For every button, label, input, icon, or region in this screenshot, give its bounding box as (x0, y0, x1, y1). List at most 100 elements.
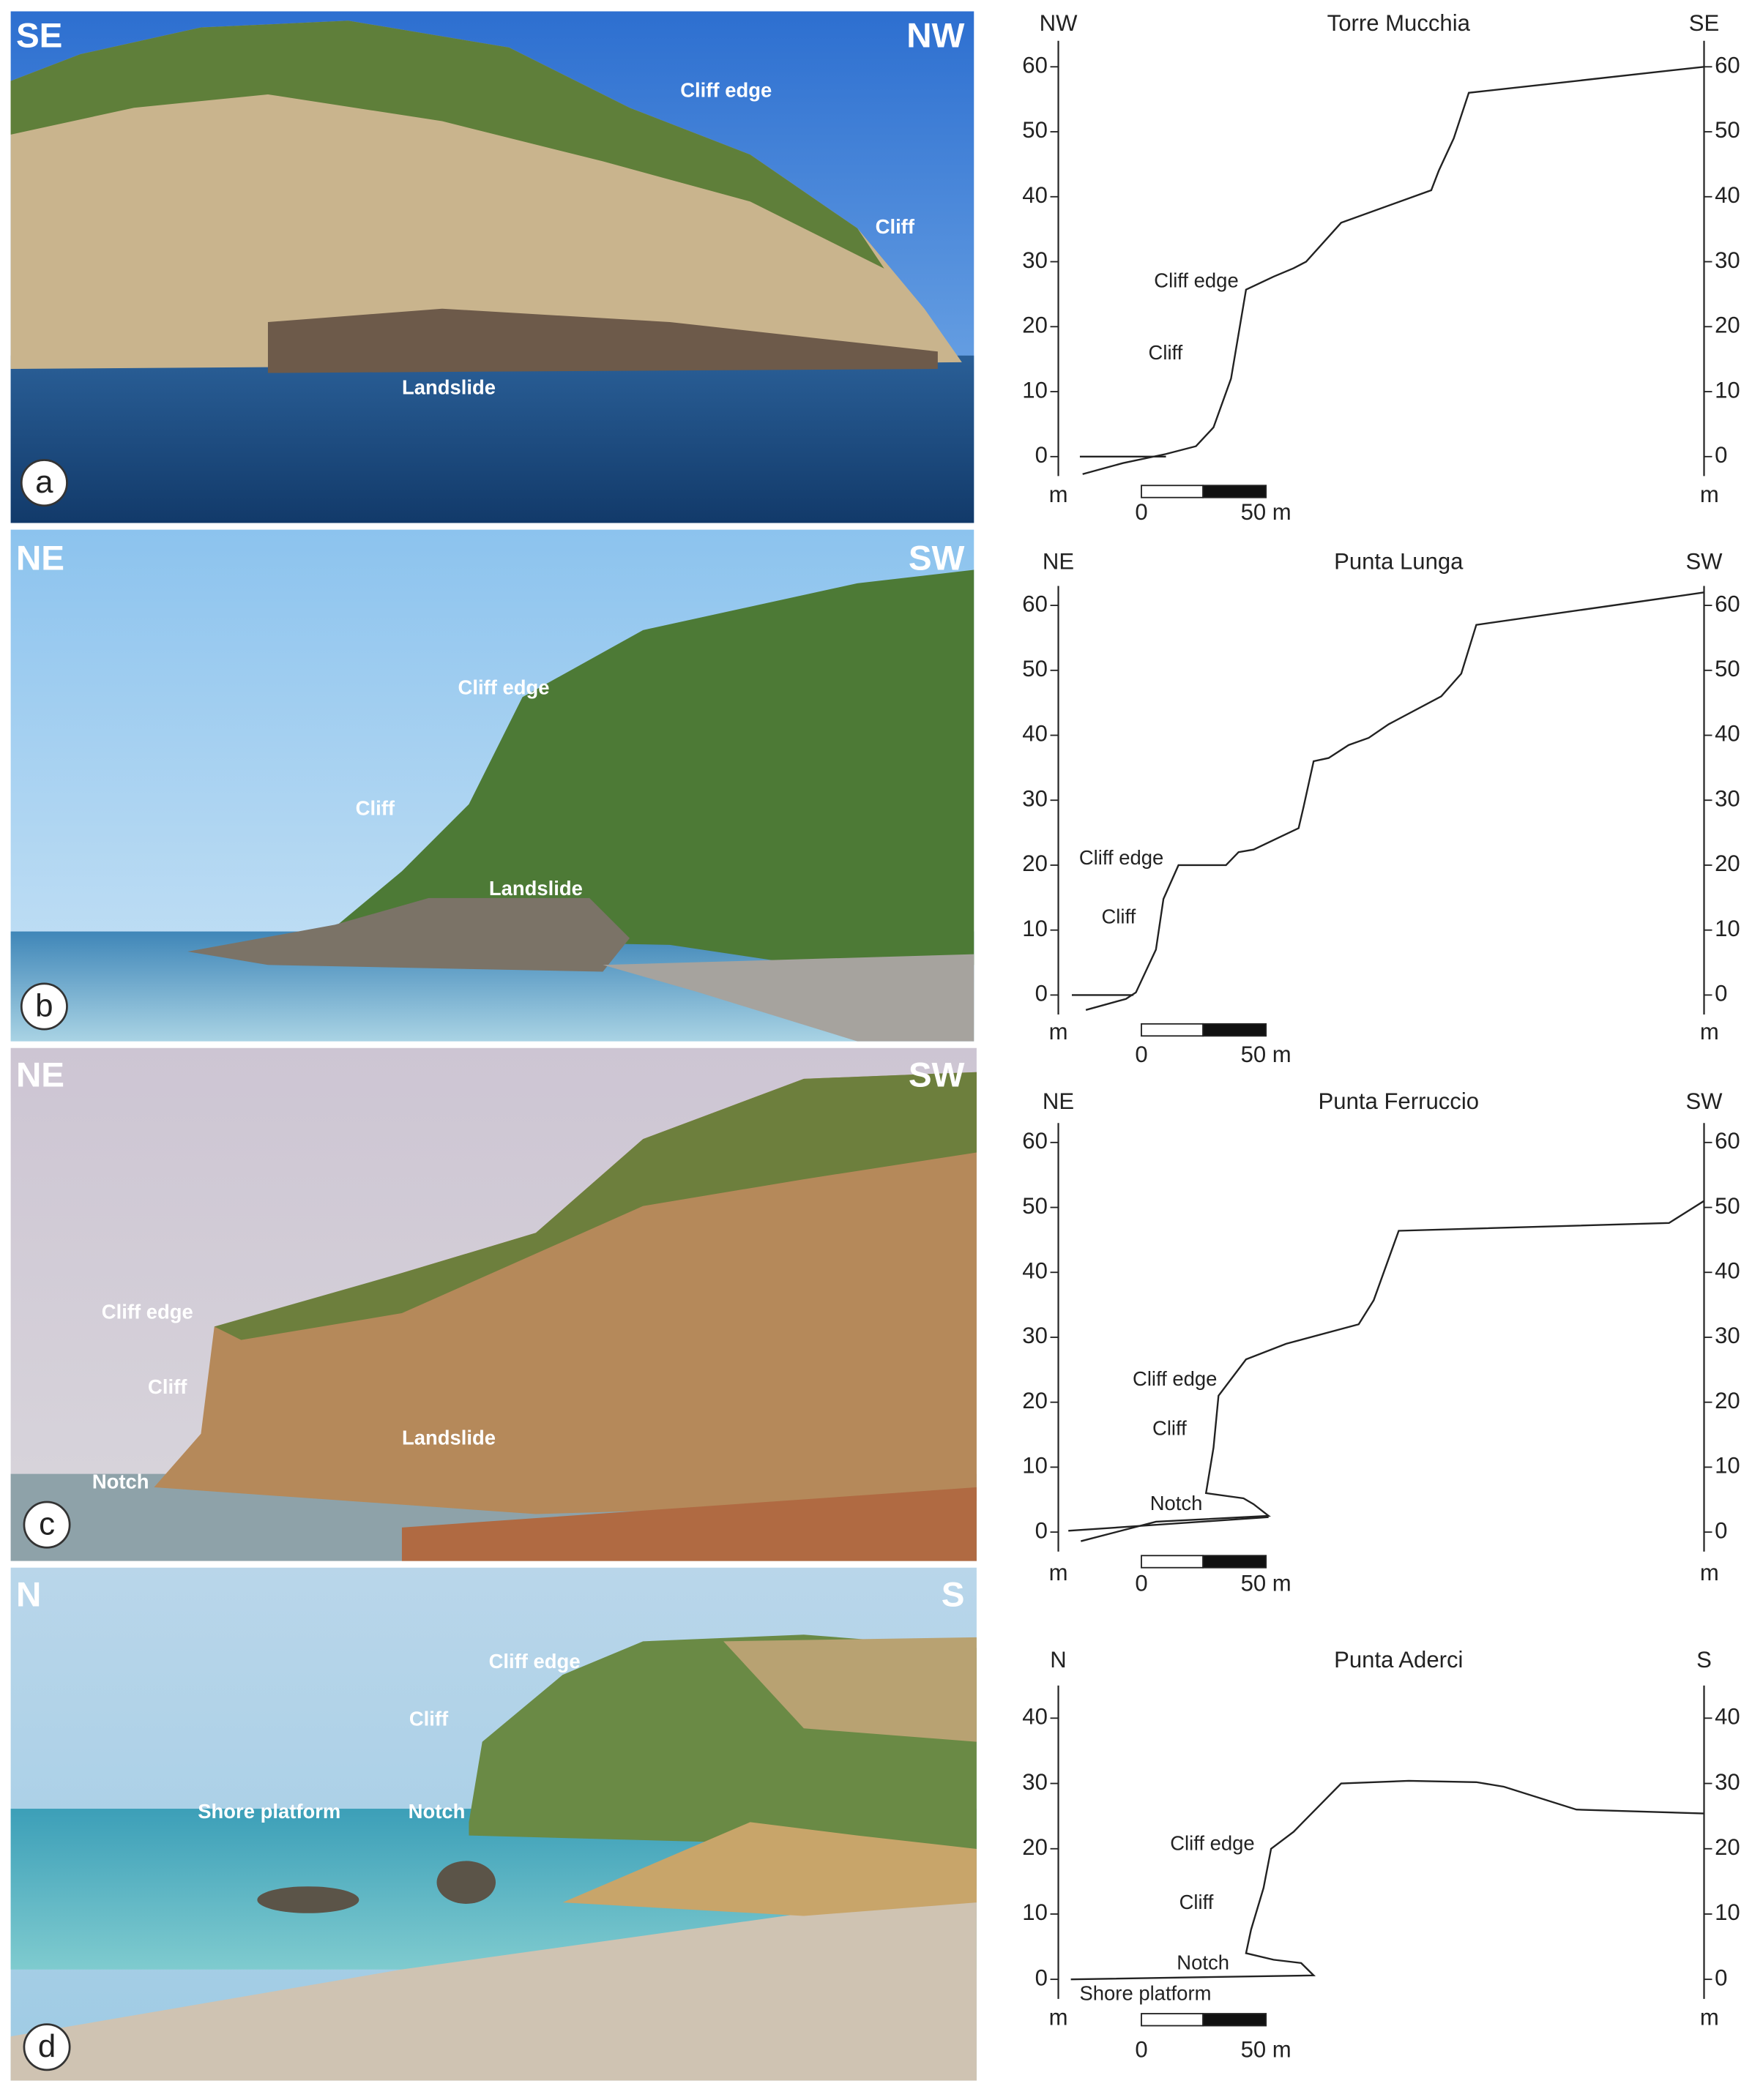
y-tick-label: 10 (1022, 1453, 1048, 1479)
y2-tick-label: 50 (1715, 656, 1740, 681)
unit-label: m (1700, 2005, 1719, 2030)
y2-tick-label: 20 (1715, 1834, 1740, 1860)
photo-label: Cliff (409, 1708, 449, 1730)
direction-label: NE (16, 539, 64, 578)
y2-tick-label: 10 (1715, 1453, 1740, 1479)
scale-bar (1141, 2013, 1204, 2027)
scale-label: 0 (1135, 499, 1147, 525)
y-tick-label: 40 (1022, 721, 1048, 747)
annotation: Cliff (1101, 905, 1136, 928)
y-tick-label: 60 (1022, 52, 1048, 78)
annotation: Cliff (1179, 1891, 1214, 1913)
y2-tick-label: 10 (1715, 377, 1740, 403)
annotation: Cliff (1149, 341, 1183, 364)
direction-label: NW (1040, 10, 1078, 36)
unit-label: m (1700, 482, 1719, 507)
y2-tick-label: 10 (1715, 1899, 1740, 1925)
y-tick-label: 0 (1035, 1965, 1048, 1990)
y2-tick-label: 40 (1715, 721, 1740, 747)
annotation: Cliff (1152, 1416, 1187, 1439)
y-tick-label: 20 (1022, 313, 1048, 338)
direction-label: SW (1685, 549, 1723, 575)
y2-tick-label: 50 (1715, 117, 1740, 143)
profile-line (1068, 1516, 1269, 1532)
photo-label: Cliff (876, 215, 915, 238)
direction-label: S (1696, 1647, 1712, 1673)
scale-bar (1202, 2013, 1267, 2027)
y2-tick-label: 30 (1715, 785, 1740, 811)
scale-label: 50 m (1241, 1571, 1292, 1596)
photo-label: Notch (409, 1800, 466, 1823)
y2-tick-label: 60 (1715, 591, 1740, 616)
y2-tick-label: 10 (1715, 916, 1740, 941)
panel-badge (20, 982, 68, 1031)
photo-a (10, 11, 974, 523)
panel-badge (23, 1501, 71, 1549)
panel-badge (23, 2023, 71, 2071)
y-tick-label: 10 (1022, 377, 1048, 403)
y-tick-label: 20 (1022, 1834, 1048, 1860)
annotation: Cliff edge (1170, 1832, 1254, 1855)
y-tick-label: 30 (1022, 1323, 1048, 1348)
profile-line (1082, 66, 1704, 475)
y-tick-label: 40 (1022, 1258, 1048, 1283)
y2-tick-label: 0 (1715, 981, 1727, 1006)
profile-title: Punta Aderci (1334, 1647, 1463, 1673)
direction-label: SW (1685, 1088, 1723, 1114)
scale-label: 50 m (1241, 1042, 1292, 1067)
y2-tick-label: 20 (1715, 1388, 1740, 1413)
scale-bar (1141, 485, 1204, 498)
y2-tick-label: 0 (1715, 442, 1727, 468)
y2-tick-label: 40 (1715, 1704, 1740, 1730)
y-tick-label: 30 (1022, 785, 1048, 811)
scale-label: 50 m (1241, 499, 1292, 525)
photo-label: Notch (92, 1471, 149, 1493)
direction-label: N (16, 1576, 41, 1615)
y-tick-label: 10 (1022, 916, 1048, 941)
unit-label: m (1700, 1560, 1719, 1585)
scale-label: 50 m (1241, 2036, 1292, 2062)
y2-tick-label: 40 (1715, 182, 1740, 208)
panel-letter: a (35, 464, 53, 500)
y-tick-label: 60 (1022, 1128, 1048, 1154)
direction-label: NE (1043, 1088, 1074, 1114)
direction-label: NE (1043, 549, 1074, 575)
panel-badge (20, 459, 68, 507)
y2-tick-label: 40 (1715, 1258, 1740, 1283)
y-tick-label: 30 (1022, 247, 1048, 273)
y2-tick-label: 0 (1715, 1517, 1727, 1543)
y-tick-label: 40 (1022, 182, 1048, 208)
direction-label: SE (16, 17, 62, 56)
unit-label: m (1049, 2005, 1068, 2030)
y-tick-label: 30 (1022, 1769, 1048, 1795)
scale-label: 0 (1135, 1042, 1147, 1067)
photo-label: Cliff edge (458, 676, 550, 699)
y-tick-label: 50 (1022, 1193, 1048, 1219)
photo-label: Cliff (148, 1375, 187, 1398)
direction-label: S (942, 1576, 965, 1615)
profile-line (1080, 1200, 1705, 1542)
unit-label: m (1700, 1019, 1719, 1045)
photo-label: Cliff (356, 796, 395, 819)
annotation: Cliff edge (1133, 1367, 1217, 1390)
scale-bar (1202, 1555, 1267, 1569)
y-tick-label: 10 (1022, 1899, 1048, 1925)
direction-label: SW (909, 1056, 965, 1095)
scale-bar (1202, 485, 1267, 498)
profile-title: Punta Ferruccio (1319, 1088, 1479, 1114)
y2-tick-label: 50 (1715, 1193, 1740, 1219)
y2-tick-label: 30 (1715, 247, 1740, 273)
scale-bar (1202, 1023, 1267, 1037)
y-tick-label: 0 (1035, 981, 1048, 1006)
photo-label: Landslide (402, 1426, 496, 1449)
annotation: Notch (1177, 1951, 1229, 1974)
panel-letter: b (35, 987, 53, 1023)
y-tick-label: 50 (1022, 656, 1048, 681)
y-tick-label: 0 (1035, 1517, 1048, 1543)
photo-label: Shore platform (198, 1800, 340, 1823)
unit-label: m (1049, 482, 1068, 507)
profile-line (1085, 591, 1704, 1011)
photo-label: Landslide (402, 376, 496, 399)
